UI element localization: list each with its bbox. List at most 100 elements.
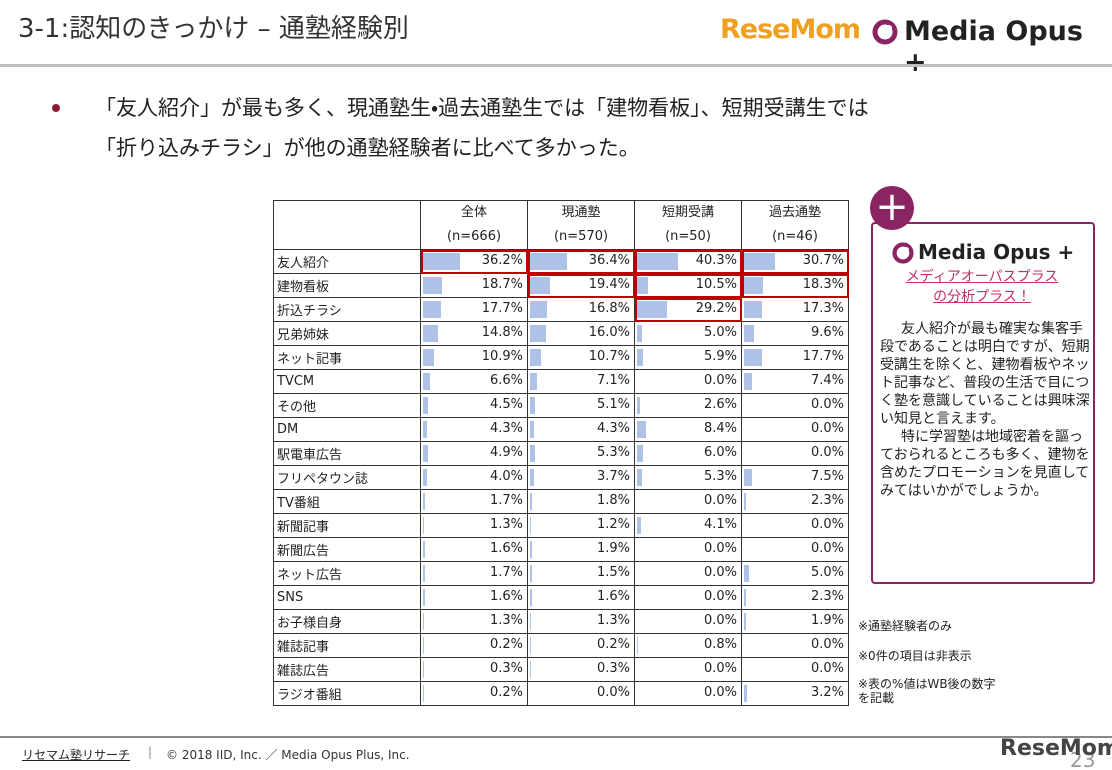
value-cell: 0.2% [420,681,528,706]
value-cell: 6.6% [420,369,528,394]
paragraph: 特に学習塾は地域密着を謳っておられるところも多く、建物を含めたプロモーションを見… [880,429,1090,499]
row-label: ネット広告 [273,561,421,586]
data-bar [744,565,750,582]
value-label: 5.0% [703,325,737,340]
table-row: 折込チラシ 17.7% 16.8% 29.2% 17.3% [273,297,849,322]
value-label: 7.5% [810,469,844,484]
value-cell: 40.3% [634,249,742,274]
value-label: 8.4% [703,421,737,436]
value-label: 29.2% [695,301,737,316]
value-cell: 29.2% [634,297,742,322]
value-label: 0.0% [703,565,737,580]
footer-logo: ReseMom [1000,736,1112,761]
data-bar [530,469,534,486]
data-bar [530,397,536,414]
value-cell: 1.6% [420,537,528,562]
row-label: 雑誌記事 [273,633,421,658]
value-label: 0.0% [810,445,844,460]
value-label: 1.2% [596,517,630,532]
value-label: 0.0% [703,589,737,604]
data-bar [744,325,754,342]
panel-text: 友人紹介が最も確実な集客手段であることは明白ですが、短期受講生を除くと、建物看板… [880,320,1090,500]
value-label: 1.3% [596,613,630,628]
data-bar [744,613,746,630]
row-label: 駅電車広告 [273,441,421,466]
value-label: 0.0% [703,661,737,676]
value-label: 36.4% [588,253,630,268]
value-label: 0.0% [810,661,844,676]
value-cell: 16.0% [527,321,635,346]
value-cell: 0.0% [634,585,742,610]
value-label: 5.9% [703,349,737,364]
table-row: ラジオ番組 0.2% 0.0% 0.0% 3.2% [273,681,849,706]
value-label: 5.3% [596,445,630,460]
value-label: 16.0% [588,325,630,340]
value-cell: 0.2% [420,633,528,658]
data-bar [744,301,762,318]
data-bar [637,637,638,654]
value-label: 30.7% [802,253,844,268]
column-header: 現通塾 (n=570) [527,200,635,250]
value-label: 10.7% [588,349,630,364]
corner-cell [273,200,421,250]
page-number: 23 [1070,748,1096,770]
value-cell: 10.9% [420,345,528,370]
column-header: 短期受講 (n=50) [634,200,742,250]
data-bar [744,277,763,294]
panel-logo: Media Opus + [918,240,1075,264]
value-cell: 7.1% [527,369,635,394]
data-bar [423,493,425,510]
bullet-text: 「折り込みチラシ」が他の通塾経験者に比べて多かった。 [95,136,640,160]
value-label: 1.7% [489,565,523,580]
data-bar [530,325,547,342]
value-label: 2.3% [810,589,844,604]
value-label: 1.3% [489,613,523,628]
value-cell: 7.4% [741,369,849,394]
data-bar [530,493,532,510]
row-label: SNS [273,585,421,610]
table-row: 新聞記事 1.3% 1.2% 4.1% 0.0% [273,513,849,538]
separator: | [148,745,153,759]
plus-icon: + [870,186,914,230]
value-cell: 36.4% [527,249,635,274]
value-cell: 5.0% [741,561,849,586]
data-bar [637,421,646,438]
value-cell: 0.0% [527,681,635,706]
footer-rule [0,736,1112,738]
data-bar [423,325,439,342]
value-cell: 7.5% [741,465,849,490]
note: ※通塾経験者のみ [858,619,953,633]
value-cell: 9.6% [741,321,849,346]
row-label: 折込チラシ [273,297,421,322]
data-bar [637,397,640,414]
value-label: 2.6% [703,397,737,412]
value-label: 0.0% [703,613,737,628]
value-label: 10.9% [481,349,523,364]
value-label: 1.6% [596,589,630,604]
value-cell: 5.3% [527,441,635,466]
value-label: 0.0% [810,637,844,652]
value-cell: 2.3% [741,489,849,514]
value-cell: 1.3% [420,513,528,538]
value-label: 16.8% [588,301,630,316]
data-bar [423,421,428,438]
column-name: 過去通塾 [768,205,821,220]
value-cell: 0.3% [420,657,528,682]
data-bar [744,493,747,510]
value-label: 1.9% [810,613,844,628]
table-row: その他 4.5% 5.1% 2.6% 0.0% [273,393,849,418]
value-cell: 1.3% [420,609,528,634]
data-bar [423,565,425,582]
column-name: 短期受講 [661,205,714,220]
panel-link: の分析プラス！ [933,289,1031,305]
value-cell: 18.3% [741,273,849,298]
data-bar [637,349,644,366]
value-cell: 1.5% [527,561,635,586]
footer-brand: リセマム塾リサーチ [22,748,131,762]
value-cell: 1.8% [527,489,635,514]
value-label: 36.2% [481,253,523,268]
panel-link: メディアオーパスプラス [905,269,1059,285]
value-cell: 1.9% [741,609,849,634]
data-bar [423,301,442,318]
value-label: 7.1% [596,373,630,388]
